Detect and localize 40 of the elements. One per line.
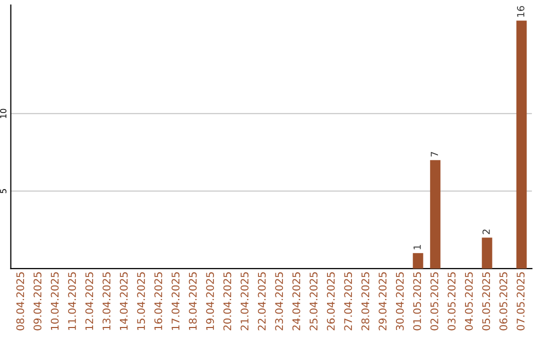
x-tick-label: 20.04.2025 xyxy=(223,272,232,330)
x-tick-label: 07.05.2025 xyxy=(516,272,525,330)
x-tick-label: 13.04.2025 xyxy=(102,272,110,330)
x-tick-label: 17.04.2025 xyxy=(172,272,180,330)
x-tick-label: 15.04.2025 xyxy=(137,272,145,330)
x-tick-label: 14.04.2025 xyxy=(120,272,128,330)
bar xyxy=(430,160,440,269)
x-tick-label: 18.04.2025 xyxy=(188,272,197,330)
y-tick-label: 10 xyxy=(0,108,6,118)
x-tick-label: 06.05.2025 xyxy=(499,272,508,330)
x-tick-label: 03.05.2025 xyxy=(448,272,456,330)
x-tick-label: 22.04.2025 xyxy=(258,272,266,330)
x-tick-label: 29.04.2025 xyxy=(378,272,387,330)
x-tick-label: 09.04.2025 xyxy=(34,272,42,330)
bar xyxy=(516,20,527,269)
bar xyxy=(412,253,424,269)
x-tick-label: 11.04.2025 xyxy=(68,272,76,330)
y-tick-label: 5 xyxy=(0,189,6,194)
x-tick-label: 21.04.2025 xyxy=(240,272,248,330)
x-tick-label: 10.04.2025 xyxy=(50,272,59,330)
x-tick-label: 25.04.2025 xyxy=(310,272,318,330)
x-tick-label: 05.05.2025 xyxy=(482,272,490,330)
x-tick-label: 23.04.2025 xyxy=(275,272,283,330)
bar xyxy=(482,238,492,269)
data-label: 1 xyxy=(414,245,421,250)
x-tick-label: 16.04.2025 xyxy=(154,272,162,330)
data-label: 7 xyxy=(430,152,438,157)
x-tick-label: 28.04.2025 xyxy=(361,272,370,330)
x-tick-label: 02.05.2025 xyxy=(430,272,438,330)
x-tick-label: 27.04.2025 xyxy=(344,272,352,330)
x-tick-label: 12.04.2025 xyxy=(85,272,94,330)
x-tick-label: 24.04.2025 xyxy=(292,272,300,330)
x-tick-label: 04.05.2025 xyxy=(464,272,473,330)
x-tick-label: 01.05.2025 xyxy=(413,272,422,330)
data-label: 16 xyxy=(517,6,524,17)
x-tick-label: 19.04.2025 xyxy=(206,272,214,330)
x-tick-label: 08.04.2025 xyxy=(16,272,24,330)
x-tick-label: 26.04.2025 xyxy=(326,272,335,330)
data-label: 2 xyxy=(482,230,490,234)
x-tick-label: 30.04.2025 xyxy=(396,272,404,330)
